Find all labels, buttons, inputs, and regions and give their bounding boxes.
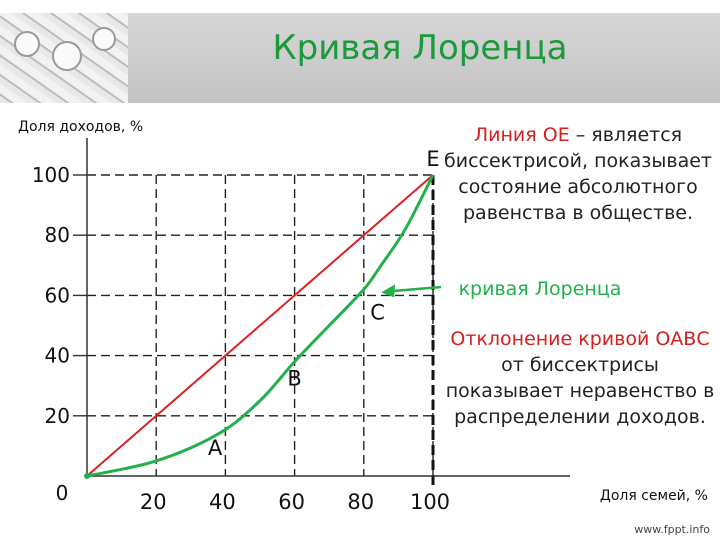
deviation-note-lead: Отклонение кривой ОАВС [450, 328, 710, 350]
y-tick-label-20: 20 [45, 404, 70, 428]
deviation-note-text: от биссектрисы показывает неравенство в … [445, 354, 715, 428]
point-label-e: E [426, 147, 439, 171]
blueprint-thumbnail [0, 13, 128, 103]
point-label-c: C [370, 300, 385, 324]
y-tick-label-60: 60 [45, 283, 70, 307]
equality-note-lead: Линия ОЕ [473, 124, 570, 146]
equality-note: Линия ОЕ – является биссектрисой, показы… [438, 122, 718, 226]
y-axis-label: Доля доходов, % [18, 119, 143, 135]
curve-pointer-line [388, 285, 442, 293]
equality-note-text: – является биссектрисой, показывает сост… [444, 124, 712, 224]
watermark: www.fppt.info [634, 523, 710, 536]
lorenz-curve-label: кривая Лоренца [458, 278, 622, 300]
lorenz-curve [86, 174, 435, 478]
curve-pointer-head [381, 284, 396, 298]
point-label-b: B [287, 367, 301, 391]
y-tick-label-40: 40 [45, 344, 70, 368]
x-tick-label-100: 100 [410, 490, 450, 514]
y-tick-label-80: 80 [45, 223, 70, 247]
x-tick-label-60: 60 [278, 490, 305, 514]
slide-title: Кривая Лоренца [272, 28, 568, 68]
y-tick-label-100: 100 [32, 163, 70, 187]
x-tick-label-80: 80 [347, 490, 374, 514]
x-tick-label-40: 40 [209, 490, 236, 514]
x-axis-label: Доля семей, % [600, 488, 708, 504]
deviation-note: Отклонение кривой ОАВС от биссектрисы по… [440, 326, 720, 430]
equality-line [86, 174, 434, 477]
origin-point [84, 473, 90, 479]
point-label-a: A [208, 436, 223, 460]
origin-label: 0 [56, 481, 69, 505]
x-tick-label-20: 20 [140, 490, 167, 514]
